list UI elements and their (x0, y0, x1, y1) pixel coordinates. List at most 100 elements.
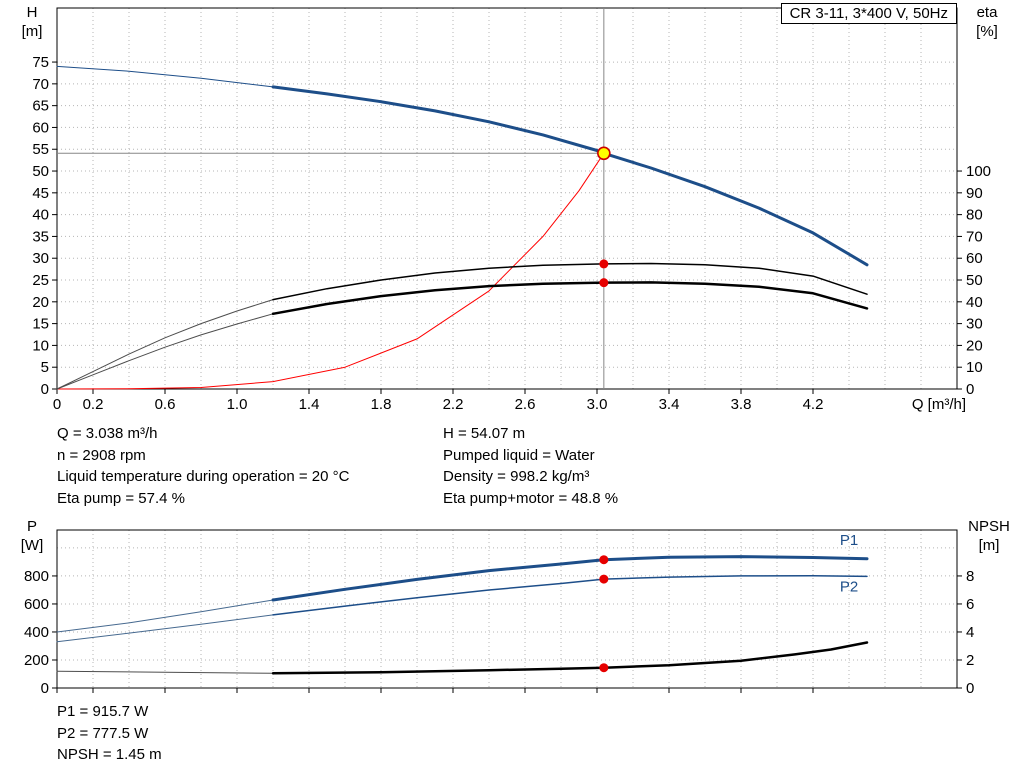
p1-curve-label: P1 (840, 532, 858, 549)
right-axis-tick-label: 2 (966, 652, 974, 669)
x-axis-tick-label: 1.4 (299, 396, 320, 413)
eta-total-lead (56, 313, 274, 390)
x-axis-tick-label: 2.2 (443, 396, 464, 413)
p2-curve-label: P2 (840, 578, 858, 595)
eta-pump-curve (272, 262, 868, 301)
right-axis-tick-label: 0 (966, 381, 974, 398)
right-axis-tick-label: 20 (966, 337, 983, 354)
eta-pump-lead (56, 299, 274, 390)
info-liquid-temperature: Liquid temperature during operation = 20… (57, 468, 350, 486)
left-axis-tick-label: 40 (32, 207, 49, 224)
x-axis-title: Q [m³/h] (911, 396, 966, 413)
x-axis-tick-label: 1.0 (227, 396, 248, 413)
right-axis-tick-label: 4 (966, 624, 974, 641)
h-axis-title: H [m] (13, 3, 51, 41)
left-axis-tick-label: 75 (32, 54, 49, 71)
left-axis-tick-label: 30 (32, 250, 49, 267)
h-axis-title-line1: H (26, 4, 38, 21)
left-axis-tick-label: 15 (32, 316, 49, 333)
p2-point (599, 574, 609, 584)
x-axis-tick-label: 1.8 (371, 396, 392, 413)
npsh-curve (271, 641, 869, 675)
plot-border (56, 529, 958, 689)
left-axis-tick-label: 20 (32, 294, 49, 311)
eta-axis-title: eta [%] (965, 3, 1009, 41)
info-density: Density = 998.2 kg/m³ (443, 468, 590, 486)
x-axis-tick-label: 3.8 (731, 396, 752, 413)
left-axis-tick-label: 65 (32, 98, 49, 115)
eta-total-point (599, 278, 609, 288)
gridlines (57, 8, 957, 389)
h-curve-lead (56, 65, 274, 88)
system-curve (56, 152, 605, 390)
readout-p1: P1 = 915.7 W (57, 703, 149, 720)
p-axis-title-line1: P (26, 518, 37, 535)
left-axis-tick-label: 400 (24, 624, 49, 641)
eta-pump-point (599, 259, 609, 269)
pump-model-box: CR 3-11, 3*400 V, 50Hz (780, 3, 957, 24)
p-axis-title-line2: [W] (20, 537, 44, 554)
info-head: H = 54.07 m (443, 425, 526, 442)
x-axis-tick-label: 0.2 (83, 396, 104, 413)
right-axis-tick-label: 100 (966, 163, 991, 180)
power-npsh-chart[interactable]: 0 200 400 600 800 0 2 4 6 8 P1 P2 (0, 515, 1024, 705)
p-axis-title: P [W] (13, 517, 51, 555)
p1-lead (56, 599, 274, 633)
x-axis-tick-label: 3.0 (587, 396, 608, 413)
left-axis-tick-label: 10 (32, 337, 49, 354)
left-axis-tick-label: 0 (41, 680, 49, 697)
hq-eta-chart[interactable]: 0 5 10 15 20 25 30 35 40 45 50 55 60 65 70 75 0 10 20 30 40 5… (0, 0, 1024, 420)
power-npsh-readout: P1 = 915.7 W P2 = 777.5 W NPSH = 1.45 m (57, 701, 162, 766)
right-axis-tick-label: 90 (966, 185, 983, 202)
info-flow: Q = 3.038 m³/h (57, 425, 158, 442)
info-pumped-liquid: Pumped liquid = Water (443, 446, 595, 464)
axis-ticks-and-labels: 0 200 400 600 800 0 2 4 6 8 (24, 568, 974, 697)
left-axis-tick-label: 25 (32, 272, 49, 289)
right-axis-tick-label: 0 (966, 680, 974, 697)
right-axis-tick-label: 30 (966, 316, 983, 333)
h-axis-title-line2: [m] (21, 23, 43, 40)
plot-border (56, 7, 958, 390)
info-eta-pump: Eta pump = 57.4 % (57, 489, 185, 507)
gridlines (57, 530, 957, 688)
right-axis-tick-label: 70 (966, 228, 983, 245)
left-axis-tick-label: 55 (32, 141, 49, 158)
p1-curve (271, 555, 869, 602)
eta-axis-title-line2: [%] (976, 23, 998, 40)
left-axis-tick-label: 35 (32, 228, 49, 245)
readout-npsh: NPSH = 1.45 m (57, 746, 162, 764)
right-axis-tick-label: 6 (966, 596, 974, 613)
duty-guides (57, 8, 605, 389)
left-axis-tick-label: 70 (32, 76, 49, 93)
x-axis-tick-label: 3.4 (659, 396, 680, 413)
right-axis-tick-label: 50 (966, 272, 983, 289)
info-eta-pump-motor: Eta pump+motor = 48.8 % (443, 489, 619, 507)
h-curve (271, 85, 869, 267)
right-axis-tick-label: 8 (966, 568, 974, 585)
right-axis-tick-label: 40 (966, 294, 983, 311)
left-axis-tick-label: 50 (32, 163, 49, 180)
eta-axis-title-line1: eta (976, 4, 998, 21)
left-axis-tick-label: 0 (41, 381, 49, 398)
duty-point[interactable] (597, 146, 611, 161)
axis-ticks-and-labels: 0 5 10 15 20 25 30 35 40 45 50 55 60 65 70 75 0 10 20 30 40 5… (32, 54, 991, 413)
p2-lead (56, 614, 274, 643)
npsh-axis-title-line1: NPSH (968, 518, 1010, 535)
duty-info-right: H = 54.07 m Pumped liquid = Water Densit… (443, 423, 618, 509)
x-axis-tick-label: 4.2 (803, 396, 824, 413)
x-axis-tick-label: 2.6 (515, 396, 536, 413)
right-axis-tick-label: 10 (966, 359, 983, 376)
duty-info-left: Q = 3.038 m³/h n = 2908 rpm Liquid tempe… (57, 423, 349, 509)
readout-p2: P2 = 777.5 W (57, 724, 149, 742)
p1-point (599, 555, 609, 565)
left-axis-tick-label: 45 (32, 185, 49, 202)
right-axis-tick-label: 60 (966, 250, 983, 267)
eta-total-curve (271, 281, 869, 316)
left-axis-tick-label: 200 (24, 652, 49, 669)
left-axis-tick-label: 60 (32, 119, 49, 136)
x-axis-tick-label: 0.6 (155, 396, 176, 413)
npsh-point (599, 663, 609, 673)
info-speed: n = 2908 rpm (57, 446, 146, 464)
left-axis-tick-label: 600 (24, 596, 49, 613)
